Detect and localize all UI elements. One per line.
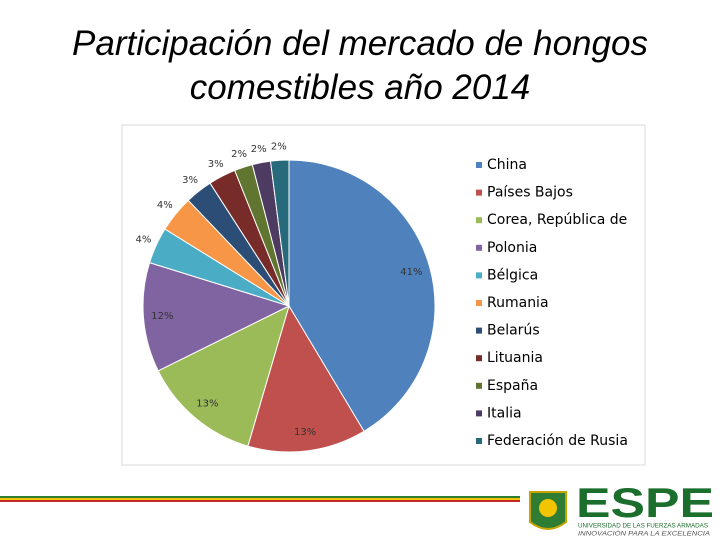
legend-swatch bbox=[476, 272, 482, 279]
legend-label: Rumania bbox=[487, 295, 549, 311]
legend-label: Federación de Rusia bbox=[487, 433, 628, 449]
stripe-red bbox=[0, 500, 520, 502]
legend-label: Corea, República de bbox=[487, 212, 627, 228]
legend-swatch bbox=[476, 410, 482, 417]
pie-slice bbox=[157, 305, 290, 447]
legend-label: Belarús bbox=[487, 323, 540, 339]
legend-swatch bbox=[476, 189, 482, 196]
legend-label: Países Bajos bbox=[487, 185, 573, 201]
data-label: 2% bbox=[251, 144, 267, 155]
legend-label: Lituania bbox=[487, 350, 543, 366]
data-label: 3% bbox=[208, 159, 224, 170]
stripe-green bbox=[0, 496, 520, 498]
legend-label: China bbox=[487, 157, 527, 173]
data-label: 41% bbox=[400, 267, 422, 278]
legend-swatch bbox=[476, 438, 482, 444]
legend-swatch bbox=[476, 217, 482, 224]
chart-frame bbox=[121, 124, 646, 466]
pie-slice bbox=[288, 159, 436, 432]
legend-swatch bbox=[476, 327, 482, 334]
legend-swatch bbox=[476, 300, 482, 306]
data-label: 4% bbox=[157, 200, 173, 211]
data-label: 4% bbox=[136, 235, 152, 246]
legend-swatch bbox=[476, 355, 482, 362]
pie-slice bbox=[142, 262, 291, 372]
slide-title: Participación del mercado de hongos come… bbox=[72, 24, 648, 107]
legend-swatch bbox=[476, 244, 482, 251]
data-label: 12% bbox=[151, 311, 173, 322]
legend-swatch bbox=[476, 162, 482, 168]
pie-slice bbox=[269, 159, 290, 307]
pie-slice bbox=[247, 304, 365, 453]
logo: ESPE UNIVERSIDAD DE LAS FUERZAS ARMADAS … bbox=[529, 479, 714, 538]
legend-label: Bélgica bbox=[487, 267, 538, 283]
legend-swatch bbox=[476, 382, 482, 389]
data-label: 13% bbox=[294, 427, 316, 438]
stripe-yellow bbox=[0, 498, 520, 500]
data-label: 2% bbox=[231, 149, 247, 160]
logo-line1: UNIVERSIDAD DE LAS FUERZAS ARMADAS bbox=[578, 523, 709, 530]
logo-line2: INNOVACIÓN PARA LA EXCELENCIA bbox=[578, 531, 710, 538]
legend-label: Polonia bbox=[487, 240, 537, 256]
data-label: 2% bbox=[271, 141, 287, 152]
logo-emblem bbox=[539, 499, 557, 517]
data-label: 13% bbox=[196, 398, 218, 409]
data-label: 3% bbox=[182, 175, 198, 186]
legend-label: Italia bbox=[487, 405, 522, 421]
legend-label: España bbox=[487, 378, 538, 394]
logo-name: ESPE bbox=[576, 479, 714, 526]
